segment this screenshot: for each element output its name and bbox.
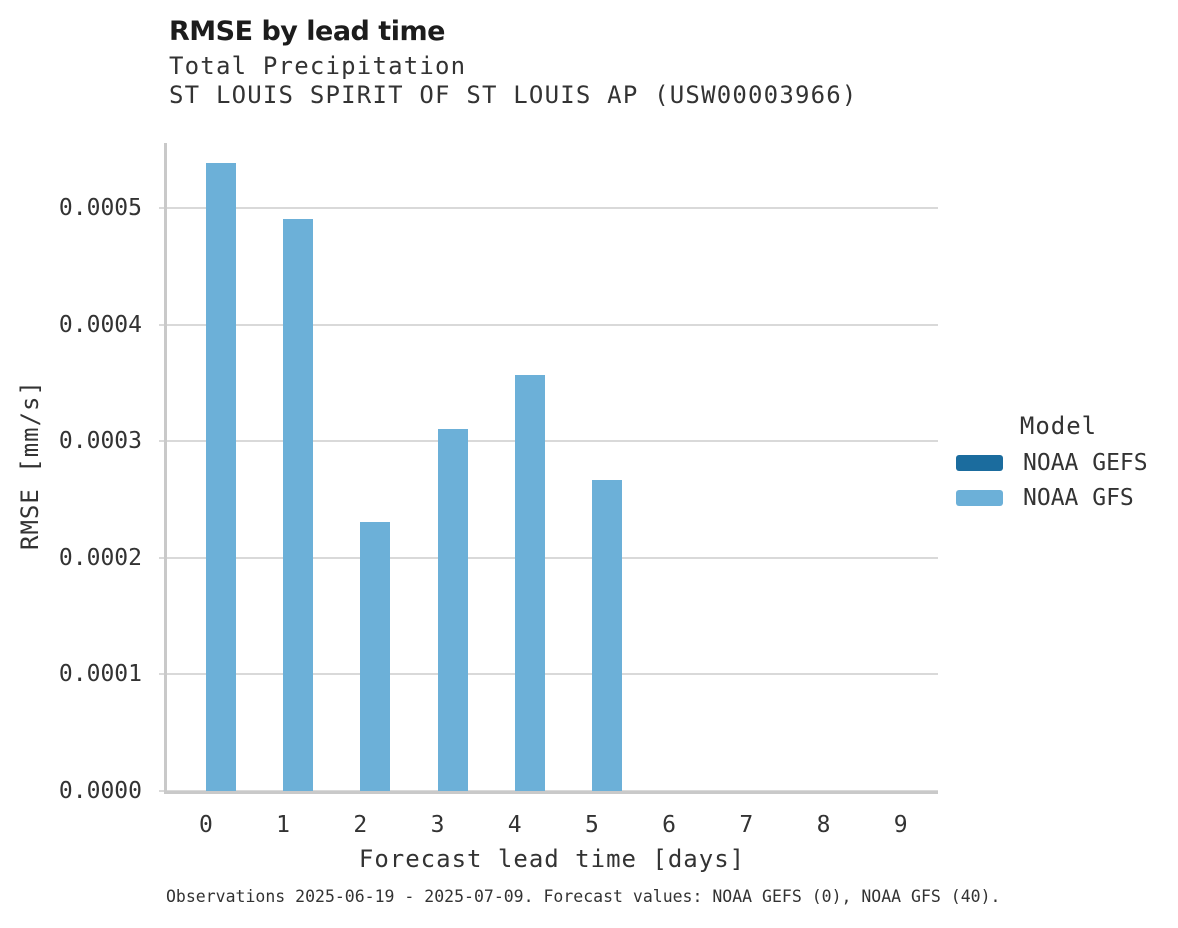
bar-noaa-gfs-lead-4 [514,374,545,791]
legend-entry-noaa-gefs: NOAA GEFS [956,446,1161,481]
bar-noaa-gfs-lead-3 [437,428,468,791]
y-tick-label-0.0003: 0.0003 [58,428,142,455]
chart-subtitle-station: ST LOUIS SPIRIT OF ST LOUIS AP (USW00003… [169,81,858,109]
x-tick-label-4: 4 [507,812,522,838]
bar-noaa-gfs-lead-2 [360,521,391,791]
x-tick-label-9: 9 [893,812,908,838]
legend-entry-noaa-gfs: NOAA GFS [956,481,1161,516]
y-gridline-0.0005 [159,207,938,210]
x-tick-label-2: 2 [353,812,368,838]
legend-title: Model [1019,412,1098,440]
x-tick-label-7: 7 [739,812,754,838]
y-gridline-0.0002 [159,556,938,559]
legend: Model NOAA GEFS NOAA GFS [956,412,1161,516]
legend-label: NOAA GEFS [1023,450,1148,477]
y-tick-label-0.0005: 0.0005 [58,195,142,222]
chart-title: RMSE by lead time [169,16,445,47]
bar-noaa-gfs-lead-1 [283,218,314,791]
legend-swatch-noaa-gefs [956,455,1003,472]
x-tick-label-3: 3 [430,812,445,838]
y-tick-label-0.0004: 0.0004 [58,311,142,338]
y-gridline-0.0003 [159,440,938,443]
x-axis-line [164,791,938,794]
x-axis-tick-labels: 0 1 2 3 4 5 6 7 8 9 [166,812,938,842]
x-tick-label-8: 8 [816,812,831,838]
legend-label: NOAA GFS [1023,485,1134,512]
y-tick-label-0.0000: 0.0000 [58,778,142,804]
x-tick-label-5: 5 [584,812,599,838]
y-tick-label-0.0001: 0.0001 [58,661,142,688]
y-tick-label-0.0002: 0.0002 [58,544,142,571]
plot-panel [159,143,938,794]
x-axis-title: Forecast lead time [days] [358,845,746,873]
chart-caption: Observations 2025-06-19 - 2025-07-09. Fo… [166,887,1001,906]
y-axis-line [164,143,167,794]
x-tick-label-0: 0 [198,812,213,838]
x-tick-label-1: 1 [276,812,291,838]
legend-entries: NOAA GEFS NOAA GFS [956,446,1161,516]
legend-swatch-noaa-gfs [956,490,1003,507]
bar-noaa-gfs-lead-5 [591,479,622,791]
bar-noaa-gfs-lead-0 [205,162,236,791]
chart-subtitle-variable: Total Precipitation [169,52,467,80]
y-axis-tick-labels: 0.0000 0.0001 0.0002 0.0003 0.0004 0.0005 [30,143,142,804]
y-gridline-0.0001 [159,673,938,676]
x-tick-label-6: 6 [662,812,677,838]
y-gridline-0.0004 [159,323,938,326]
